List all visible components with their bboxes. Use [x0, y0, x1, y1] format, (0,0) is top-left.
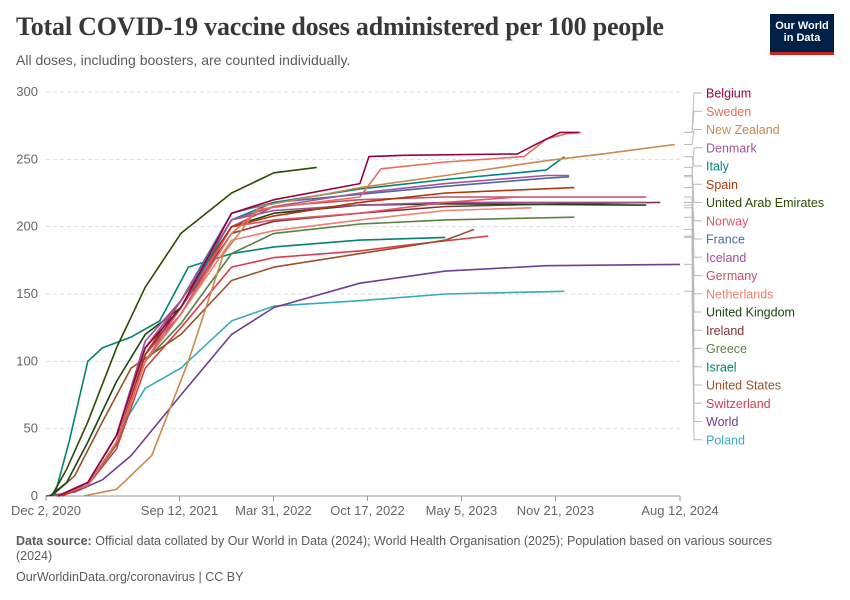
- legend-connector: [684, 110, 702, 133]
- series-line: [45, 263, 681, 497]
- series-line: [57, 131, 579, 497]
- legend-label: Ireland: [706, 324, 744, 338]
- legend-label: New Zealand: [706, 123, 780, 137]
- legend-connector: [684, 156, 702, 167]
- legend-connectors: [684, 92, 702, 441]
- x-axis: Dec 2, 2020 Sep 12, 2021 Mar 31, 2022 Oct 1…: [11, 495, 719, 518]
- legend-label: United Kingdom: [706, 306, 795, 320]
- legend: Belgium Sweden New Zealand Denmark Italy Spai…: [706, 87, 824, 448]
- footer-credit[interactable]: OurWorldinData.org/coronavirus | CC BY: [16, 570, 244, 584]
- legend-label: Belgium: [706, 87, 751, 101]
- series-line: [49, 203, 647, 497]
- logo-line-1: Our World: [775, 20, 829, 32]
- legend-label: Netherlands: [706, 287, 773, 301]
- y-tick-label: 250: [16, 151, 38, 166]
- chart-subtitle: All doses, including boosters, are count…: [16, 52, 351, 68]
- legend-label: France: [706, 233, 745, 247]
- legend-connector: [684, 129, 702, 145]
- x-tick-label: Sep 12, 2021: [141, 503, 218, 518]
- source-label: Data source:: [16, 534, 92, 548]
- x-tick-label: Aug 12, 2024: [641, 503, 718, 518]
- chart-title: Total COVID-19 vaccine doses administere…: [16, 12, 664, 41]
- series-line: [61, 186, 575, 497]
- legend-connector: [684, 176, 702, 240]
- x-tick-label: Mar 31, 2022: [235, 503, 312, 518]
- legend-label: Greece: [706, 342, 747, 356]
- y-axis-ticks: 0 50 100 150 200 250 300: [16, 84, 38, 503]
- legend-label: World: [706, 415, 738, 429]
- legend-connector: [684, 290, 702, 441]
- x-tick-label: Dec 2, 2020: [11, 503, 81, 518]
- legend-label: Switzerland: [706, 397, 771, 411]
- series-line: [58, 201, 647, 497]
- x-tick-label: Nov 21, 2023: [517, 503, 594, 518]
- source-text: Official data collated by Our World in D…: [16, 534, 772, 563]
- series-line: [57, 131, 582, 497]
- series-line: [57, 176, 570, 497]
- footer-source: Data source: Official data collated by O…: [16, 534, 806, 564]
- y-tick-label: 150: [16, 286, 38, 301]
- series-line: [53, 236, 446, 497]
- series-line: [55, 235, 489, 497]
- series-line: [57, 216, 575, 497]
- owid-logo[interactable]: Our World in Data: [770, 14, 834, 55]
- legend-label: Iceland: [706, 251, 746, 265]
- legend-label: Poland: [706, 433, 745, 447]
- y-tick-label: 0: [31, 488, 38, 503]
- y-tick-label: 50: [24, 421, 38, 436]
- y-tick-label: 100: [16, 353, 38, 368]
- logo-line-2: in Data: [783, 32, 821, 44]
- legend-connector: [684, 166, 702, 203]
- legend-label: Sweden: [706, 105, 751, 119]
- legend-label: Spain: [706, 178, 738, 192]
- legend-label: United States: [706, 379, 781, 393]
- y-tick-label: 300: [16, 84, 38, 99]
- series-line: [51, 228, 475, 497]
- series-lines: [45, 131, 681, 497]
- legend-label: United Arab Emirates: [706, 196, 824, 210]
- series-line: [83, 143, 675, 497]
- logo-accent-bar: [770, 52, 834, 55]
- legend-label: Italy: [706, 160, 730, 174]
- y-tick-label: 200: [16, 219, 38, 234]
- legend-label: Israel: [706, 360, 737, 374]
- series-line: [50, 166, 317, 497]
- legend-label: Denmark: [706, 141, 757, 155]
- legend-label: Norway: [706, 214, 749, 228]
- x-tick-label: May 5, 2023: [426, 503, 498, 518]
- legend-label: Germany: [706, 269, 758, 283]
- x-tick-label: Oct 17, 2022: [330, 503, 404, 518]
- series-line: [57, 196, 518, 497]
